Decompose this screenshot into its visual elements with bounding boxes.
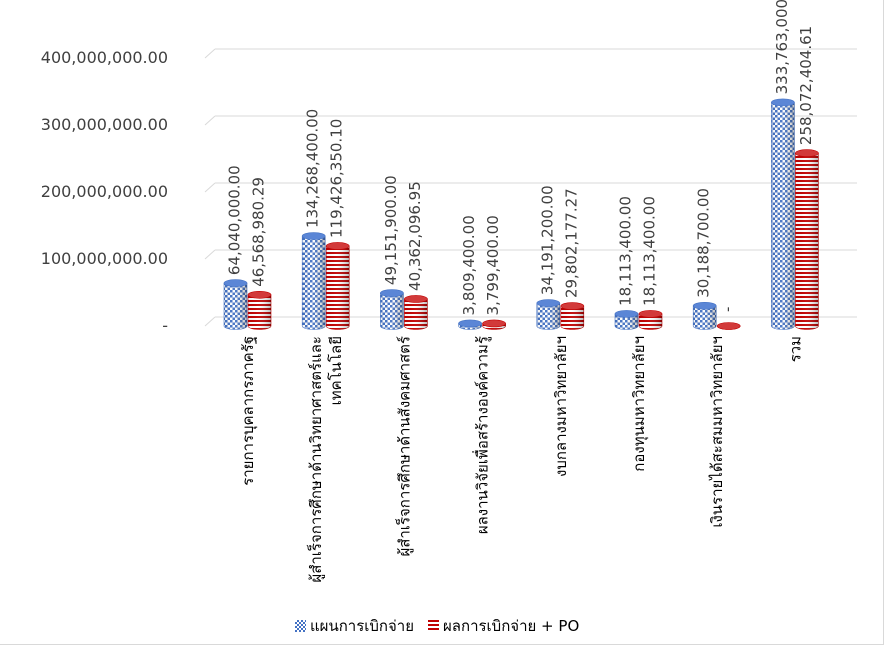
x-tick-label: เงินรายได้สะสมมหาวิทยาลัยฯ [708, 336, 726, 528]
data-label: - [719, 307, 737, 312]
gridline-slant [204, 249, 216, 260]
legend-label-result: ผลการเบิกจ่าย + PO [443, 617, 580, 635]
legend-swatch-plan [295, 620, 306, 632]
y-tick-label: 400,000,000.00 [41, 48, 168, 67]
x-tick-label: ผู้สำเร็จการศึกษาด้านสังคมศาสตร์ [394, 336, 413, 557]
bar-plan [692, 301, 717, 330]
y-axis: - 100,000,000.00 200,000,000.00 300,000,000… [41, 48, 168, 335]
x-tick-label: งบกลางมหาวิทยาลัยฯ [552, 336, 570, 477]
data-label: 49,151,900.00 [382, 175, 400, 285]
x-tick-label: เทคโนโลยี [327, 336, 345, 405]
y-tick-label: 200,000,000.00 [41, 182, 168, 201]
data-label: 333,763,000.00 [773, 0, 791, 94]
gridline-slant [204, 48, 216, 59]
legend-item-plan: แผนการเบิกจ่าย [295, 614, 414, 638]
bar-result [716, 322, 741, 330]
gridline-slant [204, 115, 216, 126]
x-tick-label: ผู้สำเร็จการศึกษาด้านวิทยาศาสตร์และ [306, 336, 325, 583]
data-label: 3,799,400.00 [484, 215, 502, 315]
bar-plan [458, 319, 482, 330]
legend-swatch-result [428, 620, 440, 632]
data-label: 18,113,400.00 [641, 196, 659, 306]
x-tick-label: รวม [786, 336, 804, 362]
data-label: 40,362,096.95 [406, 181, 424, 291]
bar-plan [536, 299, 561, 330]
data-label: 119,426,350.10 [328, 119, 346, 238]
bar-plan [301, 232, 326, 330]
data-labels: 64,040,000.00 46,568,980.29 134,268,400.00… [226, 0, 815, 315]
data-label: 29,802,177.27 [562, 188, 580, 298]
gridline-slant [204, 316, 216, 327]
data-label: 46,568,980.29 [250, 177, 268, 287]
x-tick-label: รายการบุคลากรภาครัฐ [239, 336, 258, 486]
bar-plan [223, 279, 248, 330]
bar-result [482, 319, 506, 330]
y-tick-label: - [162, 316, 168, 335]
bar-result [560, 302, 585, 330]
data-label: 18,113,400.00 [617, 196, 635, 306]
gridlines [204, 48, 857, 327]
legend-label-plan: แผนการเบิกจ่าย [310, 617, 415, 635]
bars [223, 98, 819, 330]
bar-plan [380, 289, 404, 330]
bar-plan [614, 310, 639, 330]
data-label: 3,809,400.00 [460, 215, 478, 315]
x-tick-label: กองทุนมหาวิทยาลัยฯ [630, 336, 649, 472]
x-axis: รายการบุคลากรภาครัฐ ผู้สำเร็จการศึกษาด้าน… [239, 336, 804, 583]
gridline-slant [204, 182, 216, 193]
bar-plan [771, 98, 795, 330]
data-label: 30,188,700.00 [695, 188, 713, 298]
bar-result [638, 310, 663, 330]
data-label: 258,072,404.61 [797, 26, 815, 145]
x-tick-label: ผลงานวิจัยเพื่อสร้างองค์ความรู้ [472, 336, 492, 534]
data-label: 64,040,000.00 [226, 165, 244, 275]
bar-result [404, 295, 428, 330]
data-label: 134,268,400.00 [304, 109, 322, 228]
bar-result [247, 290, 272, 330]
y-tick-label: 300,000,000.00 [41, 115, 168, 134]
bar-result [325, 242, 350, 330]
bar-result [795, 149, 819, 330]
legend-item-result: ผลการเบิกจ่าย + PO [428, 614, 579, 638]
data-label: 34,191,200.00 [538, 185, 556, 295]
legend: แผนการเบิกจ่าย ผลการเบิกจ่าย + PO [295, 614, 593, 638]
y-tick-label: 100,000,000.00 [41, 249, 168, 268]
